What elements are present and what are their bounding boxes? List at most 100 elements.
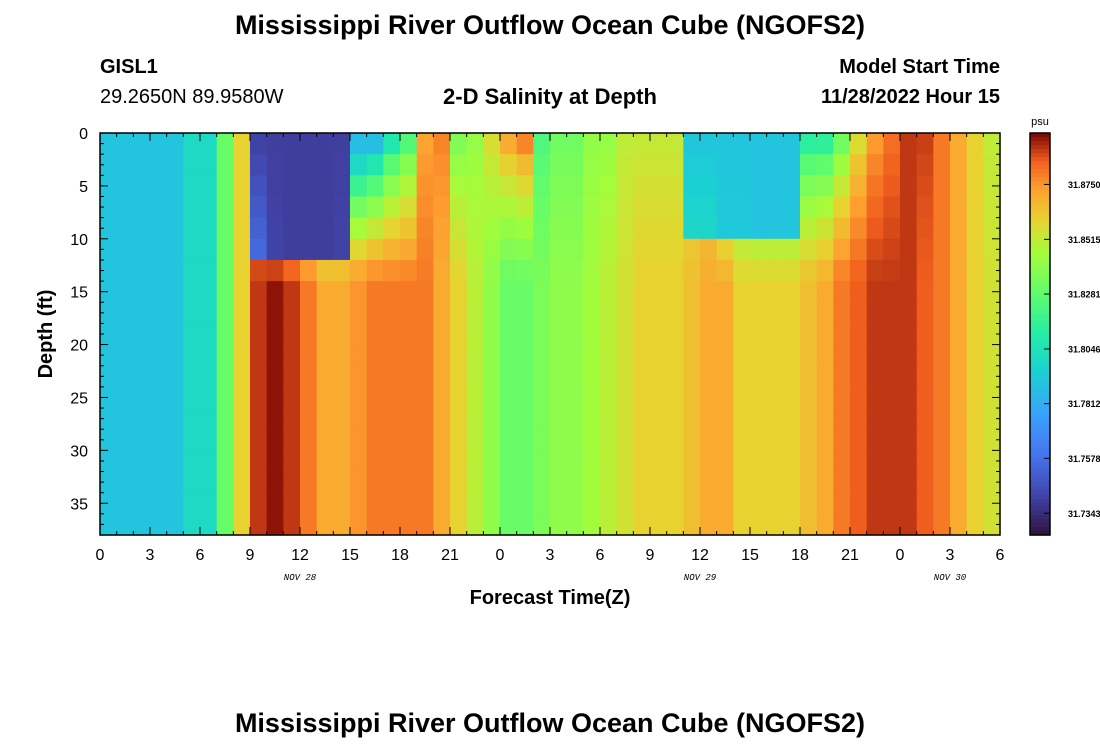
heatmap-cell: [483, 196, 501, 219]
heatmap-cell: [650, 175, 668, 198]
heatmap-cell: [583, 323, 601, 346]
heatmap-cell: [133, 408, 151, 430]
heatmap-cell: [216, 344, 234, 367]
heatmap-cell: [166, 492, 184, 515]
heatmap-cell: [683, 238, 701, 261]
colorbar-segment: [1030, 293, 1050, 299]
heatmap-cell: [950, 154, 968, 176]
colorbar-segment: [1030, 438, 1050, 444]
heatmap-cell: [700, 154, 718, 176]
x-tick-label: 15: [341, 547, 359, 564]
heatmap-cell: [333, 259, 351, 282]
heatmap-cell: [516, 365, 534, 388]
heatmap-cell: [783, 196, 801, 219]
heatmap-cell: [166, 471, 184, 494]
heatmap-cell: [233, 471, 251, 494]
heatmap-cell: [433, 408, 451, 430]
heatmap-cell: [933, 471, 951, 494]
heatmap-cell: [866, 302, 884, 325]
heatmap-cell: [783, 259, 801, 282]
heatmap-cell: [950, 492, 968, 515]
x-tick-label: 21: [841, 547, 859, 564]
colorbar-segment: [1030, 426, 1050, 432]
heatmap-cell: [883, 450, 901, 473]
heatmap-cell: [133, 450, 151, 473]
heatmap-cell: [283, 386, 301, 409]
heatmap-cell: [500, 196, 518, 219]
heatmap-cell: [533, 133, 551, 155]
heatmap-cell: [233, 344, 251, 367]
heatmap-cell: [216, 154, 234, 176]
heatmap-cell: [200, 196, 218, 219]
y-tick-label: 30: [70, 443, 88, 460]
heatmap-cell: [950, 408, 968, 430]
heatmap-cell: [750, 154, 768, 176]
heatmap-cell: [183, 281, 201, 303]
heatmap-cell: [583, 154, 601, 176]
heatmap-cell: [416, 196, 434, 219]
heatmap-cell: [716, 175, 734, 198]
heatmap-cell: [916, 259, 934, 282]
heatmap-cell: [783, 302, 801, 325]
heatmap-cell: [666, 344, 684, 367]
heatmap-cell: [950, 217, 968, 240]
heatmap-cell: [983, 450, 1001, 473]
heatmap-cell: [866, 492, 884, 515]
heatmap-cell: [216, 450, 234, 473]
heatmap-cell: [183, 217, 201, 240]
heatmap-cell: [800, 323, 818, 346]
heatmap-cell: [416, 323, 434, 346]
heatmap-cell: [383, 238, 401, 261]
heatmap-cell: [316, 133, 334, 155]
heatmap-cell: [616, 302, 634, 325]
heatmap-cell: [816, 386, 834, 409]
heatmap-cell: [733, 175, 751, 198]
heatmap-cell: [866, 471, 884, 494]
colorbar-segment: [1030, 342, 1050, 347]
heatmap-cell: [566, 386, 584, 409]
heatmap-cell: [650, 344, 668, 367]
heatmap-cell: [383, 386, 401, 409]
x-tick-label: 3: [146, 547, 155, 564]
heatmap-cell: [300, 154, 318, 176]
heatmap-cell: [950, 344, 968, 367]
heatmap-cell: [400, 302, 418, 325]
heatmap-cell: [350, 386, 368, 409]
heatmap-cell: [250, 408, 268, 430]
heatmap-cell: [833, 154, 851, 176]
colorbar-segment: [1030, 177, 1050, 182]
heatmap-cell: [283, 429, 301, 451]
heatmap-cell: [383, 302, 401, 325]
heatmap-cell: [833, 238, 851, 261]
heatmap-cell: [233, 513, 251, 536]
heatmap-cell: [233, 196, 251, 219]
heatmap-cell: [483, 217, 501, 240]
heatmap-cell: [316, 238, 334, 261]
x-tick-label: 12: [291, 547, 309, 564]
heatmap-cell: [633, 259, 651, 282]
heatmap-cell: [983, 302, 1001, 325]
colorbar-segment: [1030, 229, 1050, 235]
heatmap-cell: [383, 408, 401, 430]
heatmap-cell: [866, 154, 884, 176]
heatmap-cell: [466, 133, 484, 155]
heatmap-cell: [850, 196, 868, 219]
date-label: NOV 28: [284, 573, 317, 583]
heatmap-cell: [933, 365, 951, 388]
heatmap-cell: [733, 302, 751, 325]
colorbar-segment: [1030, 181, 1050, 186]
heatmap-cell: [516, 133, 534, 155]
heatmap-cell: [983, 386, 1001, 409]
heatmap-cell: [966, 450, 984, 473]
heatmap-cell: [500, 471, 518, 494]
heatmap-cell: [250, 513, 268, 536]
heatmap-cell: [816, 133, 834, 155]
heatmap-cell: [533, 323, 551, 346]
heatmap-cells: [100, 133, 1001, 536]
heatmap-cell: [383, 323, 401, 346]
heatmap-cell: [716, 133, 734, 155]
heatmap-cell: [483, 450, 501, 473]
heatmap-cell: [133, 281, 151, 303]
heatmap-cell: [266, 386, 284, 409]
y-tick-label: 0: [79, 126, 88, 143]
